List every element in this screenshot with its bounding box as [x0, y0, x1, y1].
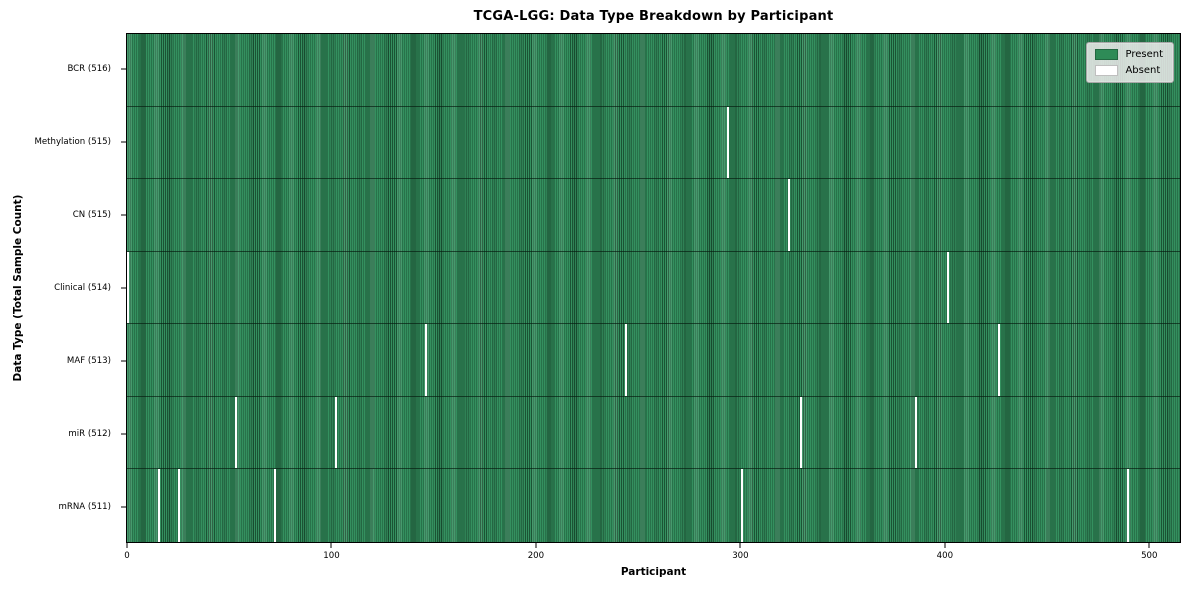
- present-swatch: [1095, 49, 1119, 60]
- absent-gap: [624, 324, 627, 396]
- legend-item-absent: Absent: [1095, 65, 1163, 76]
- absent-gap: [788, 179, 791, 251]
- absent-gap: [335, 396, 338, 469]
- x-tick-label: 200: [527, 551, 545, 561]
- absent-gap: [157, 469, 160, 542]
- heatmap-rows: [127, 34, 1180, 542]
- heatmap-row-mir: [127, 396, 1180, 470]
- absent-gap: [1126, 469, 1129, 542]
- x-axis-label: Participant: [620, 566, 687, 578]
- y-tick-label: miR (512): [68, 428, 111, 439]
- x-tick-mark: [739, 543, 741, 548]
- chart-title: TCGA-LGG: Data Type Breakdown by Partici…: [473, 9, 834, 24]
- absent-gap: [800, 396, 803, 469]
- plot-area: Present Absent: [126, 33, 1181, 543]
- heatmap-row-clinical: [127, 251, 1180, 325]
- y-tick-label: CN (515): [72, 210, 111, 221]
- x-tick-mark: [944, 543, 946, 548]
- x-tick-label: 300: [732, 551, 749, 561]
- x-tick-label: 100: [323, 551, 340, 561]
- absent-gap: [273, 469, 276, 542]
- heatmap-row-cn: [127, 179, 1180, 252]
- x-tick-mark: [1148, 543, 1150, 548]
- absent-gap: [741, 469, 744, 542]
- heatmap-row-methylation: [127, 106, 1180, 180]
- y-tick-mark: [121, 360, 126, 362]
- y-tick-mark: [121, 141, 126, 143]
- x-tick-mark: [330, 543, 332, 548]
- absent-gap: [914, 396, 917, 469]
- y-tick-label: mRNA (511): [58, 501, 112, 512]
- x-tick-label: 500: [1141, 551, 1158, 561]
- heatmap-row-maf: [127, 324, 1180, 397]
- absent-gap: [424, 324, 427, 396]
- legend-label-absent: Absent: [1125, 65, 1161, 76]
- x-tick-mark: [535, 543, 537, 548]
- y-tick-label: BCR (516): [67, 64, 111, 75]
- y-tick-mark: [121, 287, 126, 289]
- legend-label-present: Present: [1125, 49, 1163, 60]
- heatmap-row-bcr: [127, 34, 1180, 107]
- x-tick-label: 400: [936, 551, 954, 561]
- x-tick-labels: 0 100 200 300 400 500: [124, 543, 1181, 565]
- legend: Present Absent: [1086, 42, 1174, 83]
- y-tick-mark: [121, 68, 126, 70]
- x-tick-marks: [126, 543, 1181, 548]
- y-tick-mark: [121, 433, 126, 435]
- absent-gap: [998, 324, 1001, 396]
- absent-gap: [178, 469, 181, 542]
- x-tick-mark: [126, 543, 128, 548]
- y-tick-mark: [121, 506, 126, 508]
- heatmap-row-mrna: [127, 469, 1180, 542]
- y-tick-label: MAF (513): [66, 355, 111, 366]
- absent-gap: [947, 251, 950, 324]
- absent-gap: [127, 251, 130, 324]
- y-tick-mark: [121, 214, 126, 216]
- y-tick-label: Methylation (515): [34, 137, 111, 148]
- y-tick-labels: BCR (516) Methylation (515) CN (515) Clinic…: [0, 33, 119, 543]
- x-tick-label: 0: [124, 551, 130, 561]
- y-tick-marks: [121, 33, 126, 543]
- y-tick-label: Clinical (514): [54, 283, 111, 293]
- absent-swatch: [1095, 65, 1119, 76]
- legend-item-present: Present: [1095, 49, 1163, 60]
- absent-gap: [726, 106, 729, 179]
- absent-gap: [235, 396, 238, 469]
